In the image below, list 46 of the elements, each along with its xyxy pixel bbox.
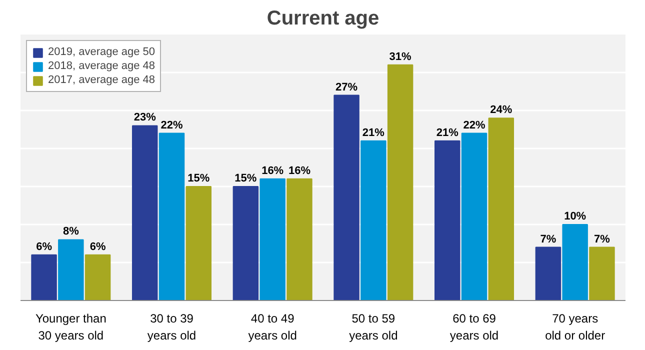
data-label: 21% (436, 126, 459, 139)
legend-label: 2017, average age 48 (48, 74, 156, 86)
data-label: 16% (262, 164, 284, 177)
data-label: 10% (564, 210, 586, 222)
x-tick-label: 30 to 39 years old (147, 312, 196, 342)
data-label: 6% (90, 240, 106, 253)
data-label: 7% (594, 233, 610, 246)
data-label: 31% (389, 50, 412, 63)
chart-title: Current age (266, 8, 380, 30)
x-tick-label: 60 to 69 years old (450, 312, 499, 342)
data-label: 8% (62, 226, 80, 238)
x-tick-label: Younger than 30 years old (35, 312, 106, 342)
data-label: 7% (540, 233, 556, 246)
bar (84, 254, 111, 300)
bar (589, 246, 615, 300)
bar (461, 132, 488, 300)
bar (132, 125, 158, 300)
data-label: 24% (490, 104, 512, 116)
bar (58, 239, 84, 300)
data-label: 21% (362, 126, 385, 139)
data-label: 22% (463, 119, 486, 132)
data-label: 22% (160, 119, 183, 132)
x-tick-label: 70 years old or older (545, 312, 606, 342)
x-tick-label: 40 to 49 years old (248, 312, 297, 342)
bar (488, 118, 514, 300)
bar (360, 140, 386, 300)
bar (158, 132, 185, 300)
data-label: 6% (36, 240, 52, 253)
bar (334, 94, 360, 300)
legend-label: 2019, average age 50 (48, 46, 156, 58)
bar (232, 186, 259, 300)
legend-label: 2018, average age 48 (48, 60, 156, 72)
data-label: 27% (336, 81, 358, 94)
bar (260, 178, 286, 300)
bar (535, 246, 562, 300)
data-label: 15% (234, 172, 257, 184)
bar (562, 224, 588, 300)
x-tick-label: 50 to 59 years old (349, 312, 398, 342)
bar (31, 254, 57, 300)
bar (186, 186, 212, 300)
bar (286, 178, 312, 300)
bar (434, 140, 460, 300)
data-label: 23% (134, 112, 156, 124)
data-label: 16% (288, 164, 311, 177)
data-label: 15% (188, 172, 210, 184)
bar (387, 64, 414, 300)
